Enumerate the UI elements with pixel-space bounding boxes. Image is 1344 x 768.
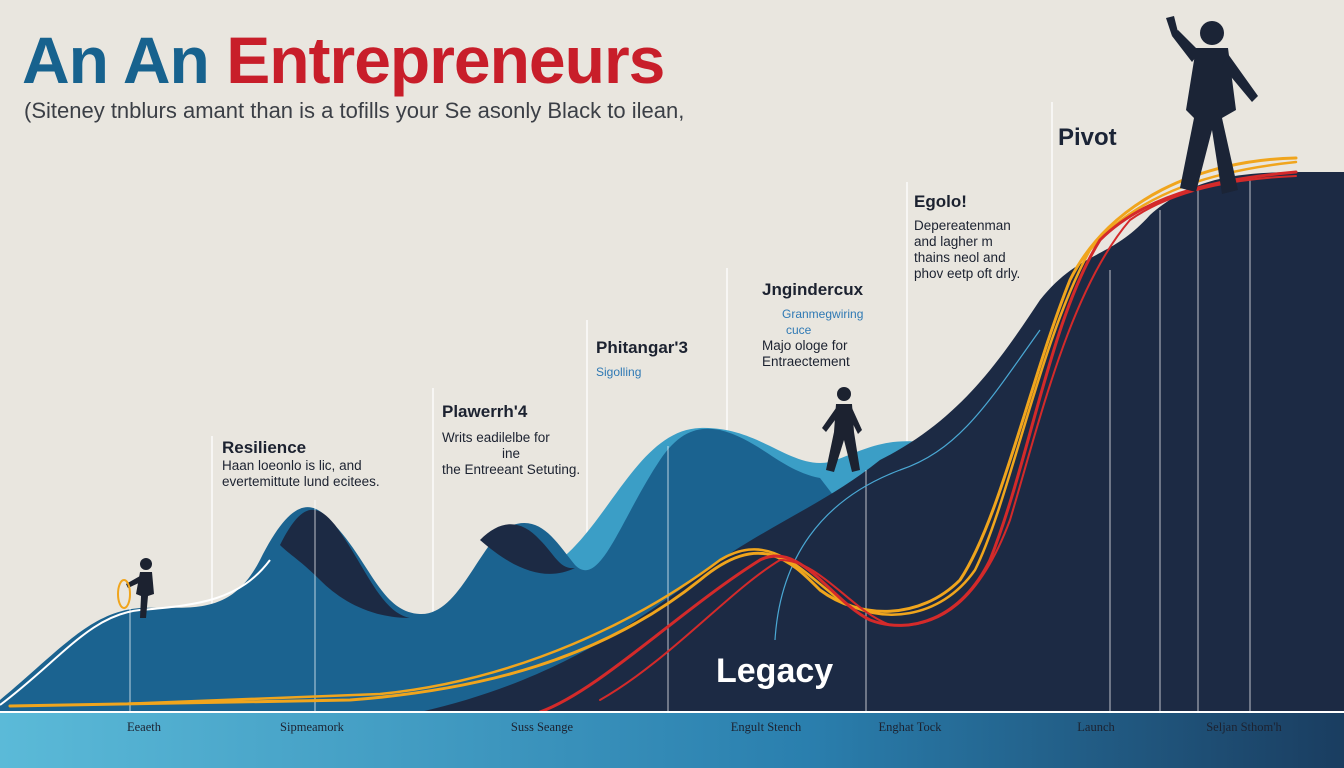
page-title: An An Entrepreneurs: [22, 22, 665, 98]
title-part-1: An An: [22, 23, 210, 97]
annotation-phitangar-blue: Sigolling: [596, 365, 642, 379]
annotation-jngindercux-blue-1: Granmegwiring: [782, 307, 864, 321]
annotation-egolo-line-2: and lagher m: [914, 234, 993, 249]
annotation-resilience-line-2: evertemittute lund ecitees.: [222, 474, 380, 489]
guide-lines-front: [129, 176, 1251, 712]
annotation-phitangar: Phitangar'3 Sigolling: [596, 338, 688, 380]
annotation-plawerrh-line-2: the Entreeant Setuting.: [442, 462, 581, 477]
axis-label-1: Eeaeth: [126, 720, 162, 734]
annotation-jngindercux-line-2: Entraectement: [762, 354, 850, 369]
axis-label-3: Suss Seange: [510, 720, 574, 734]
axis-label-7: Seljan Sthom'h: [1206, 720, 1282, 734]
trajectory-lines: [8, 156, 1298, 714]
axis-label-4: Engult Stench: [730, 720, 802, 734]
annotation-phitangar-heading: Phitangar'3: [596, 338, 688, 357]
annotation-resilience: Resilience Haan loeonlo is lic, and ever…: [222, 438, 380, 490]
annotation-egolo-line-1: Depereatenman: [914, 218, 1011, 233]
growth-mass: [420, 172, 1344, 712]
title-part-2: Entrepreneurs: [226, 23, 665, 97]
outline-curve: [0, 559, 271, 706]
annotation-resilience-line-1: Haan loeonlo is lic, and: [222, 458, 362, 473]
annotation-plawerrh: Plawerrh'4 Writs eadilelbe for ine the E…: [442, 402, 580, 478]
annotation-plawerrh-heading: Plawerrh'4: [442, 402, 528, 421]
annotation-jngindercux-line-1: Majo ologe for: [762, 338, 848, 353]
annotation-egolo-line-3: thains neol and: [914, 250, 1006, 265]
annotation-egolo-line-4: phov eetp oft drly.: [914, 266, 1021, 281]
subtitle: (Siteney tnblurs amant than is a tofills…: [24, 98, 685, 123]
annotation-plawerrh-blue: ine: [502, 446, 521, 461]
legacy-label: Legacy: [716, 652, 834, 690]
annotation-egolo: Egolo! Depereatenman and lagher m thains…: [914, 192, 1020, 282]
axis-label-5: Enghat Tock: [878, 720, 942, 734]
walking-figure-icon: [822, 387, 862, 472]
wave-dark: [280, 509, 410, 618]
annotation-plawerrh-line-1: Writs eadilelbe for: [442, 430, 550, 445]
axis-label-6: Launch: [1077, 720, 1115, 734]
wave-dark-2: [480, 524, 575, 574]
annotation-jngindercux-blue-2: cuce: [786, 323, 812, 337]
annotation-egolo-heading: Egolo!: [914, 192, 967, 211]
small-figure-icon: [126, 558, 154, 618]
annotation-resilience-heading: Resilience: [222, 438, 307, 457]
pivot-label: Pivot: [1058, 124, 1117, 151]
annotation-jngindercux-heading: Jngindercux: [762, 280, 864, 299]
axis-label-2: Sipmeamork: [280, 720, 344, 734]
annotation-jngindercux: Jngindercux Granmegwiring cuce Majo olog…: [762, 280, 863, 370]
top-figure-icon: [1166, 16, 1258, 194]
floor-band: [0, 712, 1344, 768]
